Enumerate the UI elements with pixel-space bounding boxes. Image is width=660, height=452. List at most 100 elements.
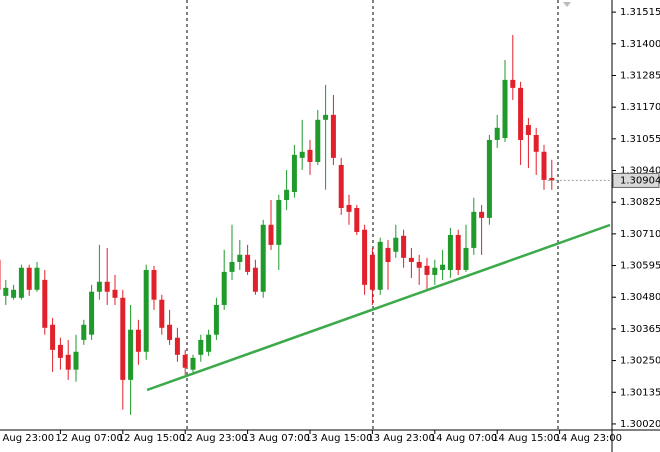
candle-body	[112, 289, 118, 298]
candle-body	[159, 299, 165, 328]
candle-body	[291, 154, 297, 192]
x-tick-label: 12 Aug 23:00	[180, 433, 247, 444]
candle-body	[416, 261, 422, 268]
candle-body	[34, 267, 40, 290]
candle-body	[167, 324, 173, 340]
y-tick-label: 1.31515	[620, 7, 660, 18]
candle-body	[471, 211, 477, 248]
candle-body	[362, 229, 368, 285]
trendline	[146, 223, 611, 392]
candle-body	[268, 224, 274, 245]
candle-body	[440, 264, 446, 270]
x-tick-label: 13 Aug 23:00	[367, 433, 434, 444]
candle-body	[89, 291, 95, 335]
last-price-label: 1.30904	[620, 175, 660, 186]
candle-body	[330, 114, 336, 158]
candle-body	[338, 165, 344, 208]
axes: 1.31515 1.31400 1.31285 1.31170 1.31055 1.309…	[0, 7, 660, 444]
chart-shift-icon	[563, 2, 571, 7]
candle-body	[432, 267, 438, 275]
candle-body	[198, 339, 204, 355]
candle-body	[369, 254, 375, 290]
candle-body	[42, 279, 48, 328]
candle-body	[65, 354, 71, 370]
candle-body	[57, 344, 63, 358]
candle-body	[260, 224, 266, 292]
candle-body	[221, 271, 227, 305]
x-tick-label: 13 Aug 15:00	[305, 433, 372, 444]
candle-body	[213, 304, 219, 335]
x-tick-label: 1 Aug 23:00	[0, 433, 54, 444]
y-tick-label: 1.30365	[620, 324, 660, 335]
candle-body	[533, 134, 539, 152]
y-tick-label: 1.30250	[620, 356, 660, 367]
y-tick-label: 1.30825	[620, 197, 660, 208]
candle-body	[81, 324, 87, 340]
candle-body	[549, 177, 555, 181]
candle-body	[3, 287, 9, 296]
candle-body	[510, 79, 516, 88]
candle-body	[237, 254, 243, 262]
candle-body	[174, 337, 180, 355]
candle-body	[541, 151, 547, 180]
candle-body	[377, 241, 383, 290]
x-tick-label: 14 Aug 07:00	[430, 433, 497, 444]
candle-body	[385, 247, 391, 262]
x-tick-label: 14 Aug 15:00	[492, 433, 559, 444]
candle-body	[206, 334, 212, 352]
candle-body	[128, 329, 134, 380]
candle-body	[447, 234, 453, 270]
candle-body	[18, 267, 24, 298]
y-tick-label: 1.31285	[620, 70, 660, 81]
candle-body	[424, 265, 430, 275]
y-tick-label: 1.30710	[620, 229, 660, 240]
candle-body	[455, 234, 461, 270]
candles	[0, 34, 555, 415]
x-tick-label: 14 Aug 23:00	[555, 433, 622, 444]
candle-body	[284, 189, 290, 200]
y-tick-label: 1.31400	[620, 39, 660, 50]
candle-body	[252, 267, 258, 292]
candle-body	[463, 247, 469, 270]
candle-body	[525, 125, 531, 135]
candle-body	[143, 269, 149, 352]
candle-body	[299, 151, 305, 158]
y-tick-label: 1.30480	[620, 292, 660, 303]
candle-body	[307, 149, 313, 162]
candle-body	[26, 267, 32, 290]
candle-body	[50, 324, 56, 350]
candle-body	[11, 289, 17, 298]
x-tick-label: 12 Aug 15:00	[118, 433, 185, 444]
candle-body	[276, 199, 282, 245]
y-tick-label: 1.30020	[620, 419, 660, 430]
candle-body	[354, 207, 360, 232]
candle-body	[479, 211, 485, 218]
candle-body	[135, 329, 141, 352]
candle-body	[245, 254, 251, 272]
candle-body	[494, 127, 500, 140]
candle-body	[346, 204, 352, 212]
candle-body	[393, 237, 399, 252]
y-tick-label: 1.31055	[620, 134, 660, 145]
candle-body	[502, 79, 508, 139]
y-tick-label: 1.30595	[620, 261, 660, 272]
x-tick-label: 12 Aug 07:00	[55, 433, 122, 444]
candle-body	[73, 351, 79, 370]
candle-body	[96, 281, 102, 292]
y-tick-label: 1.30940	[620, 166, 660, 177]
candle-body	[401, 235, 407, 258]
candle-body	[518, 87, 524, 140]
candle-body	[104, 281, 110, 292]
candle-body	[323, 114, 329, 120]
y-tick-label: 1.31170	[620, 102, 660, 113]
candle-body	[315, 119, 321, 162]
candle-body	[190, 357, 196, 370]
candle-body	[0, 259, 1, 290]
candle-body	[151, 269, 157, 300]
candle-body	[486, 139, 492, 218]
candle-body	[229, 261, 235, 272]
y-tick-label: 1.30135	[620, 387, 660, 398]
candle-body	[408, 257, 414, 262]
